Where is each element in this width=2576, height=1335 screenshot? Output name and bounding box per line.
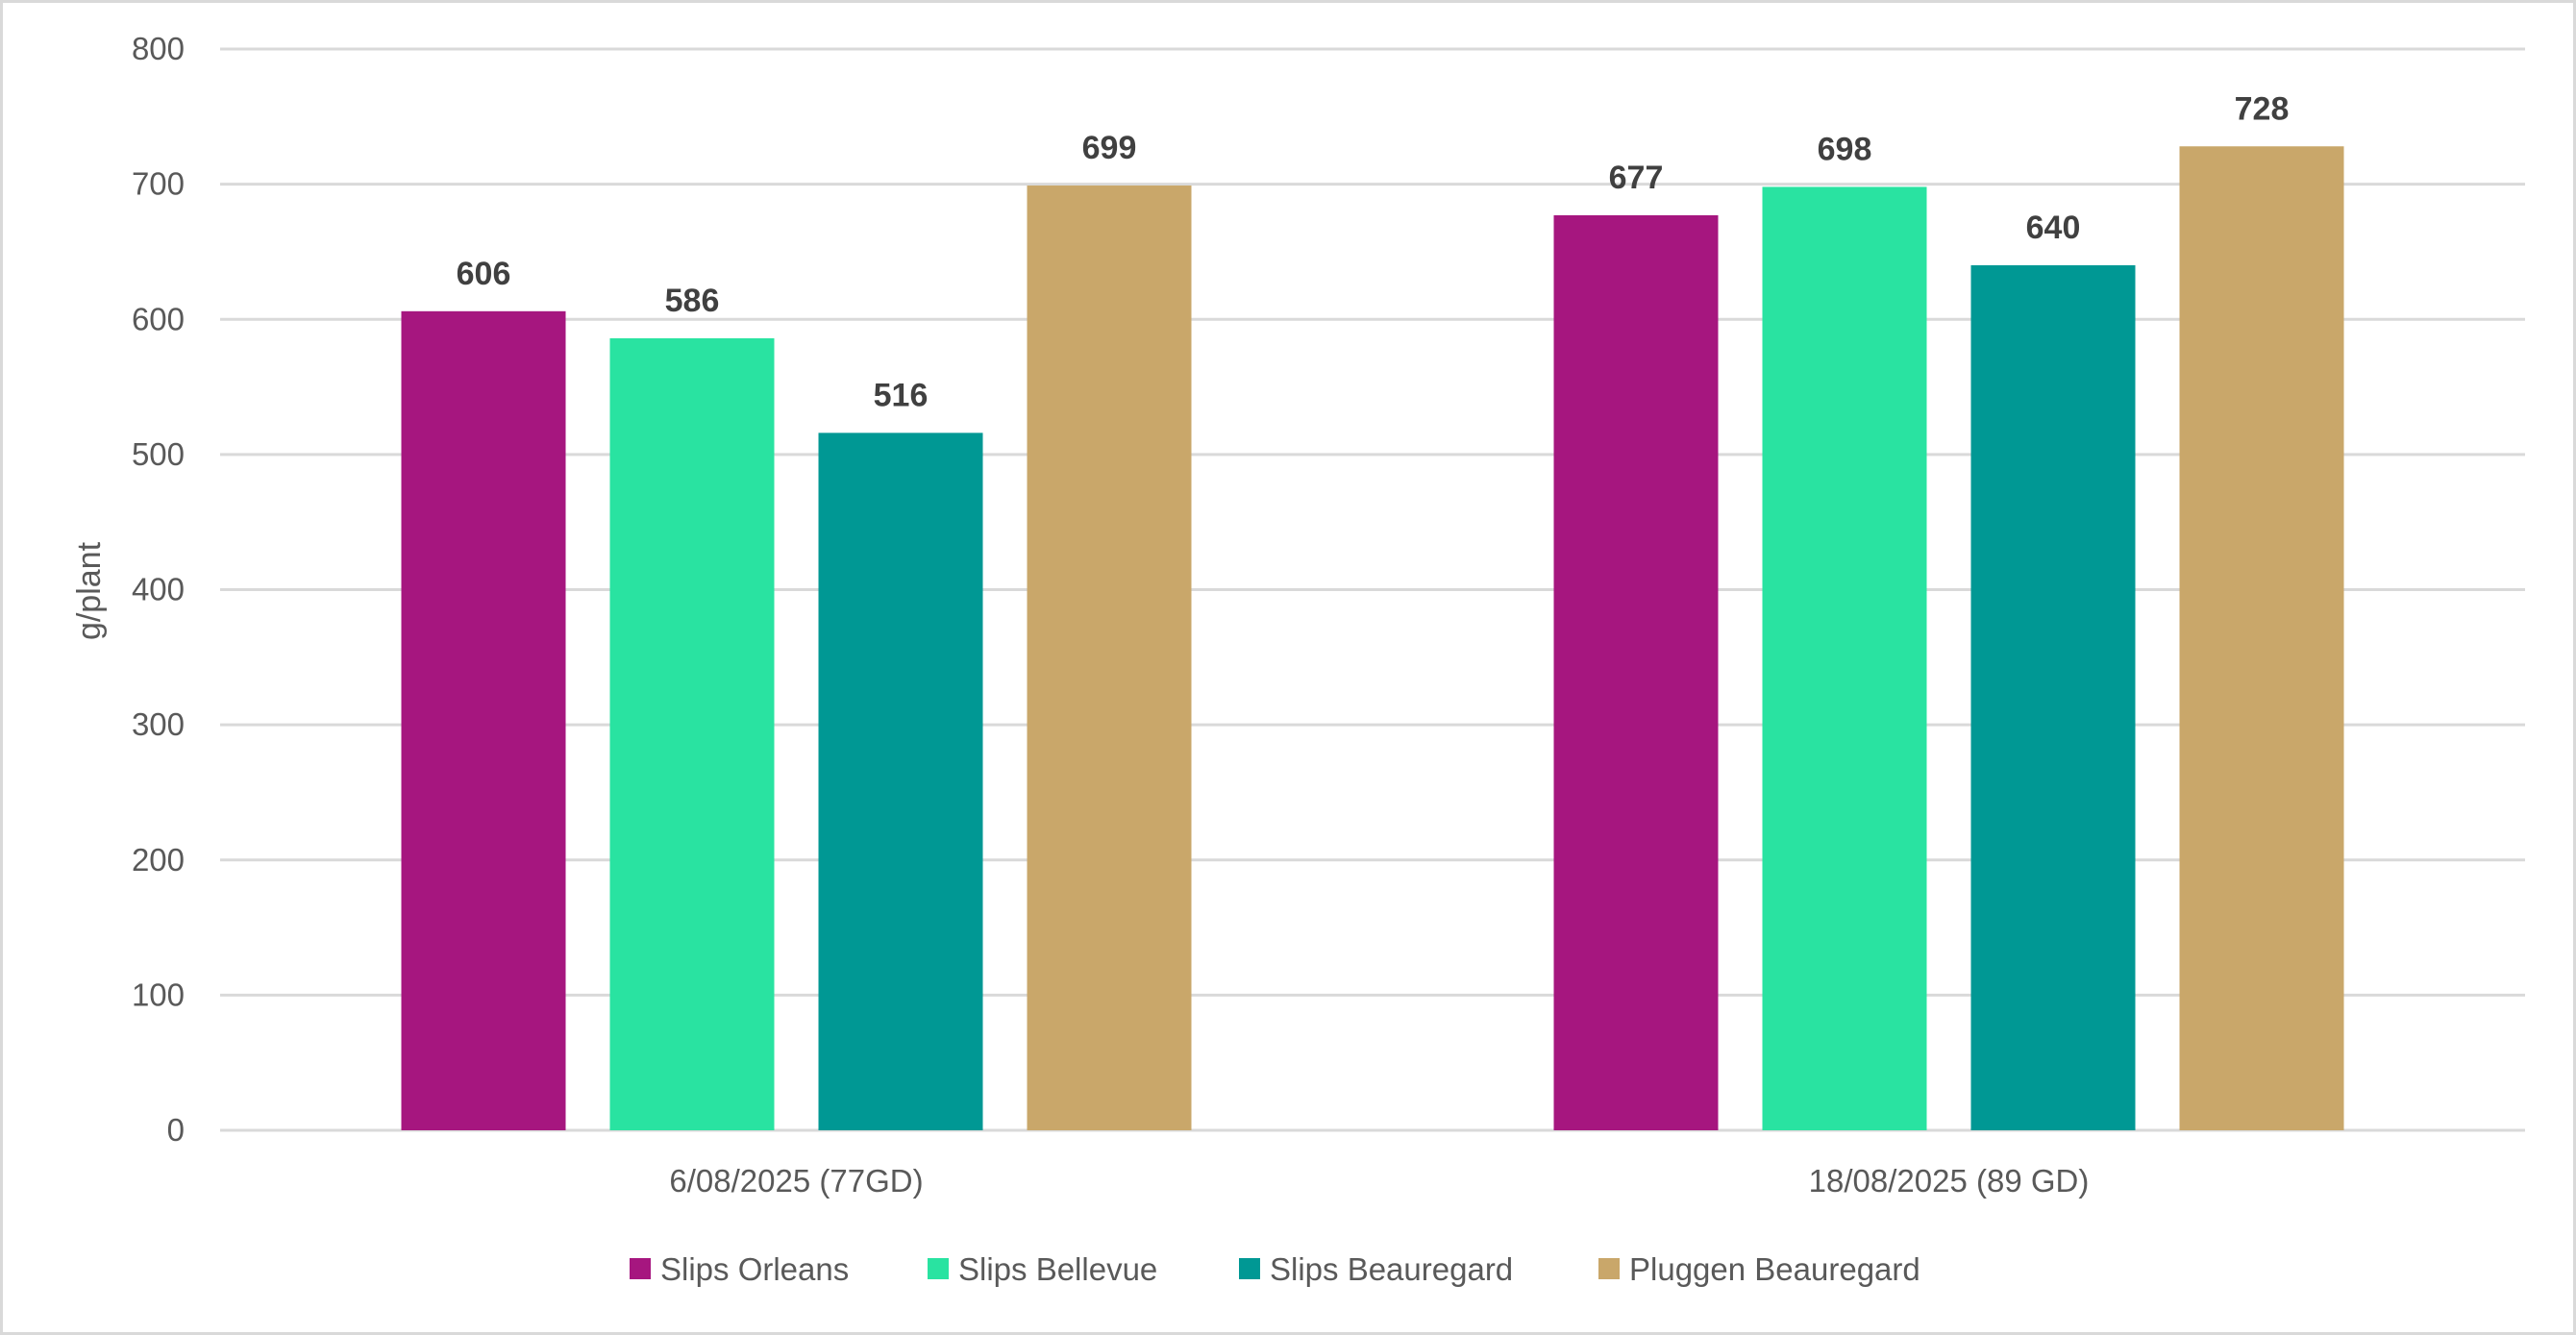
bar <box>609 337 775 1130</box>
legend-swatch <box>928 1258 949 1279</box>
bar <box>818 433 983 1130</box>
y-tick-label: 100 <box>132 977 185 1012</box>
bar <box>2179 146 2344 1130</box>
legend-swatch <box>630 1258 651 1279</box>
legend: Slips Orleans Slips Bellevue Slips Beaureg… <box>630 1251 1920 1287</box>
legend-item: Slips Beauregard <box>1239 1251 1513 1287</box>
legend-swatch <box>1239 1258 1260 1279</box>
data-label: 640 <box>2026 210 2081 246</box>
bar <box>1970 265 2136 1130</box>
legend-label: Slips Beauregard <box>1270 1251 1513 1287</box>
y-tick-label: 300 <box>132 706 185 742</box>
y-tick-label: 500 <box>132 436 185 472</box>
legend-label: Slips Orleans <box>660 1251 849 1287</box>
bar <box>1553 214 1719 1130</box>
legend-item: Slips Orleans <box>630 1251 849 1287</box>
y-tick-label: 700 <box>132 166 185 202</box>
x-category-label: 18/08/2025 (89 GD) <box>1809 1163 2090 1199</box>
y-tick-label: 600 <box>132 301 185 336</box>
legend-item: Slips Bellevue <box>928 1251 1157 1287</box>
data-label: 728 <box>2235 90 2290 127</box>
y-tick-label: 0 <box>167 1112 185 1148</box>
y-tick-label: 800 <box>132 31 185 66</box>
legend-item: Pluggen Beauregard <box>1598 1251 1920 1287</box>
data-label: 606 <box>457 256 511 292</box>
bar <box>1762 186 1927 1130</box>
y-tick-label: 400 <box>132 572 185 607</box>
data-label: 698 <box>1818 131 1872 167</box>
bar <box>401 310 566 1130</box>
data-label: 699 <box>1082 130 1137 166</box>
legend-label: Slips Bellevue <box>958 1251 1157 1287</box>
x-category-label: 6/08/2025 (77GD) <box>669 1163 923 1199</box>
data-label: 586 <box>665 283 720 319</box>
legend-swatch <box>1598 1258 1620 1279</box>
bar <box>1027 185 1192 1130</box>
y-axis-label: g/plant <box>71 541 108 640</box>
legend-label: Pluggen Beauregard <box>1629 1251 1920 1287</box>
data-label: 677 <box>1609 160 1664 196</box>
y-tick-label: 200 <box>132 842 185 878</box>
data-label: 516 <box>874 377 929 413</box>
